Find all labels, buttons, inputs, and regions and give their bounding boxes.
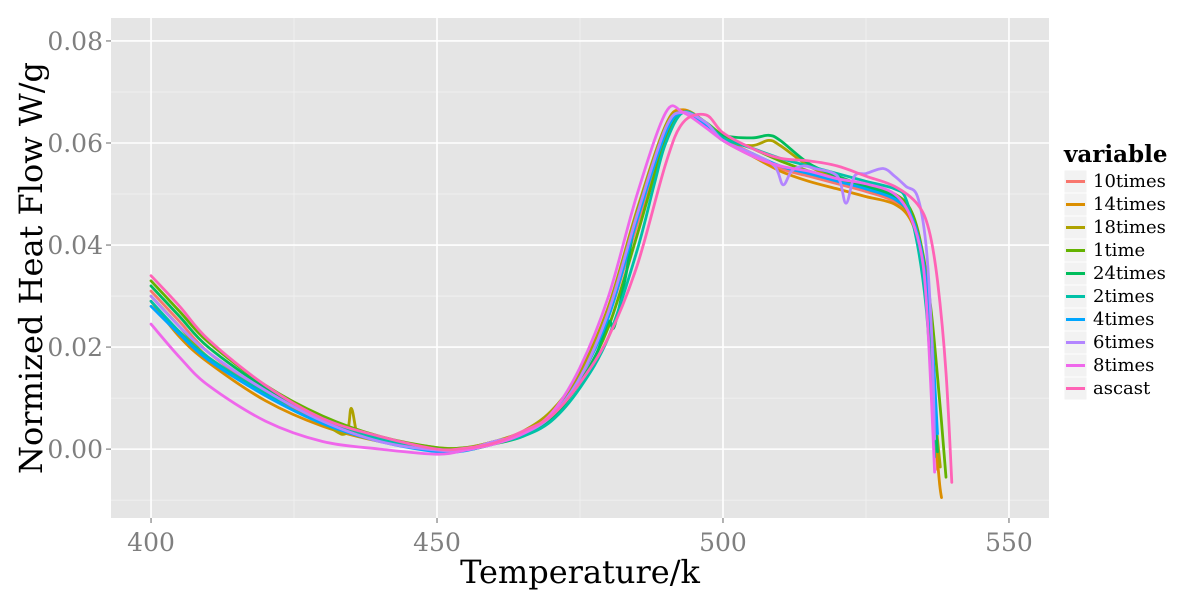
major-gridlines	[111, 18, 1049, 518]
y-axis-ticks: 0.00 0.02 0.04 0.06 0.08	[47, 27, 111, 464]
x-axis-ticks: 400 450 500 550	[127, 518, 1033, 557]
legend-label-4times: 4times	[1093, 309, 1154, 330]
x-axis-title: Temperature/k	[460, 553, 700, 591]
legend-label-2times: 2times	[1093, 286, 1154, 307]
legend-label-1time: 1time	[1093, 240, 1145, 261]
y-tick-label: 0.02	[47, 333, 103, 362]
legend-label-24times: 24times	[1093, 263, 1166, 284]
legend-label-14times: 14times	[1093, 194, 1166, 215]
legend-label-10times: 10times	[1093, 171, 1166, 192]
y-tick-label: 0.04	[47, 231, 103, 260]
y-axis-title: Normized Heat Flow W/g	[12, 62, 50, 474]
legend-items: 10times14times18times1time24times2times4…	[1063, 169, 1166, 401]
legend-label-8times: 8times	[1093, 355, 1154, 376]
legend-label-ascast: ascast	[1093, 378, 1151, 399]
x-tick-label: 400	[127, 528, 175, 557]
legend-label-18times: 18times	[1093, 217, 1166, 238]
y-tick-label: 0.08	[47, 27, 103, 56]
legend: variable 10times14times18times1time24tim…	[1063, 141, 1167, 401]
x-tick-label: 450	[413, 528, 461, 557]
x-tick-label: 550	[985, 528, 1033, 557]
series-line-ascast	[149, 112, 954, 484]
legend-label-6times: 6times	[1093, 332, 1154, 353]
y-tick-label: 0.06	[47, 129, 103, 158]
series-line-8times	[149, 104, 936, 474]
y-tick-label: 0.00	[47, 435, 103, 464]
series-lines	[149, 104, 954, 499]
x-tick-label: 500	[699, 528, 747, 557]
legend-title: variable	[1063, 141, 1167, 168]
